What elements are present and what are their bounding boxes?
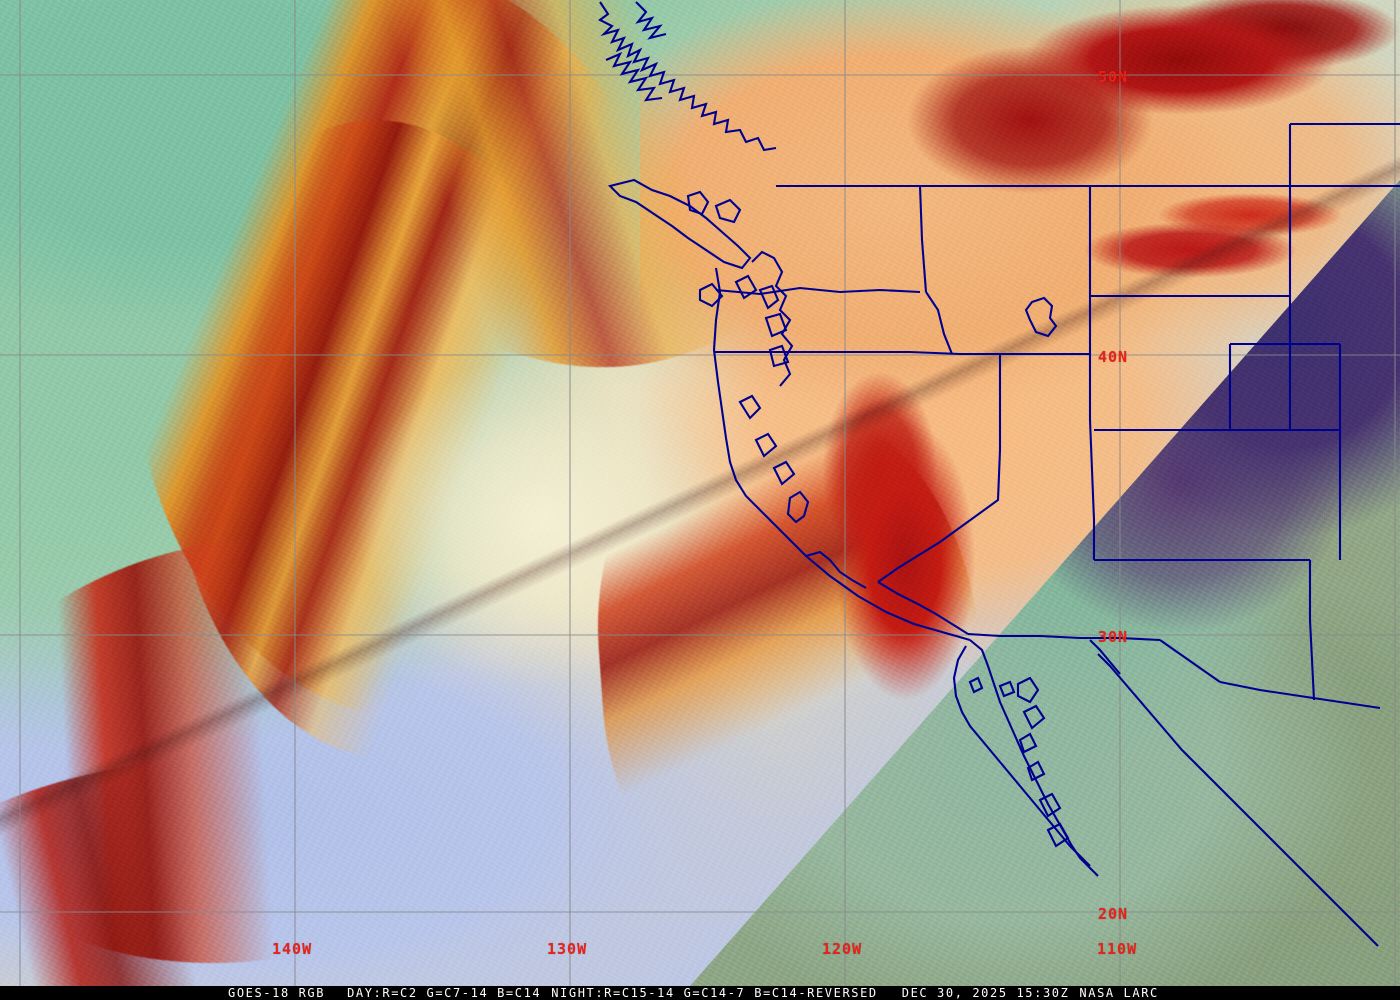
- caption-satellite: GOES-18 RGB: [228, 986, 326, 1000]
- caption-night-recipe: NIGHT:R=C15-14 G=C14-7 B=C14-REVERSED: [551, 986, 878, 1000]
- great-salt-lake: [1024, 296, 1058, 338]
- caption-timestamp: DEC 30, 2025 15:30Z: [901, 986, 1070, 1000]
- latitude-label-30n: 30N: [1098, 628, 1129, 646]
- latitude-label-40n: 40N: [1098, 348, 1129, 366]
- caption-day-recipe: DAY:R=C2 G=C7-14 B=C14: [347, 986, 542, 1000]
- longitude-label-130w: 130W: [547, 940, 588, 958]
- british-columbia-coastline: [598, 1, 794, 387]
- baja-california-coastline: [952, 639, 1379, 947]
- latitude-label-50n: 50N: [1098, 68, 1129, 86]
- longitude-label-120w: 120W: [822, 940, 863, 958]
- political-borders: [714, 122, 1400, 710]
- caption-source: NASA LARC: [1079, 986, 1159, 1000]
- caption-bar: GOES-18 RGB DAY:R=C2 G=C7-14 B=C14 NIGHT:R…: [0, 986, 1400, 1000]
- longitude-label-140w: 140W: [272, 940, 313, 958]
- longitude-label-110w: 110W: [1097, 940, 1138, 958]
- latitude-label-20n: 20N: [1098, 905, 1129, 923]
- us-west-coastline: [712, 267, 971, 642]
